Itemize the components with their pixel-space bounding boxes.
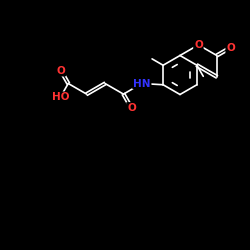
Text: O: O (226, 42, 235, 52)
Text: O: O (127, 103, 136, 113)
Text: HN: HN (133, 78, 150, 88)
Text: O: O (56, 66, 65, 76)
Text: HO: HO (52, 92, 69, 102)
Text: O: O (194, 40, 203, 50)
